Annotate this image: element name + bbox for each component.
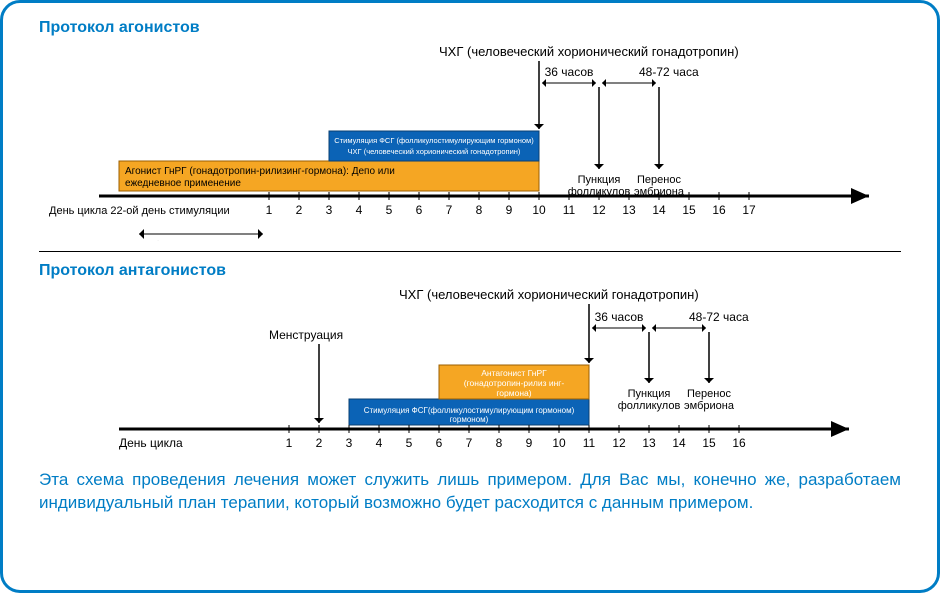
antagonist-day-5: 5 <box>406 436 413 450</box>
agonist-day-15: 15 <box>682 203 696 217</box>
agonist-day-14: 14 <box>652 203 666 217</box>
agonist-day-17: 17 <box>742 203 756 217</box>
agonist-puncture-1: Пункция <box>578 174 621 186</box>
antagonist-day-12: 12 <box>612 436 626 450</box>
agonist-day-2: 2 <box>296 203 303 217</box>
antagonist-day-6: 6 <box>436 436 443 450</box>
agonist-blue-text-2: ЧХГ (человеческий хорионический гонадотр… <box>348 147 521 156</box>
agonist-title: Протокол агонистов <box>39 19 901 37</box>
antagonist-day-8: 8 <box>496 436 503 450</box>
antagonist-day-4: 4 <box>376 436 383 450</box>
agonist-chhg-label: ЧХГ (человеческий хорионический гонадотр… <box>439 44 739 59</box>
agonist-day-7: 7 <box>446 203 453 217</box>
antagonist-day-13: 13 <box>642 436 656 450</box>
antagonist-day-10: 10 <box>552 436 566 450</box>
antagonist-36h: 36 часов <box>595 310 644 324</box>
agonist-day-9: 9 <box>506 203 513 217</box>
agonist-day-1: 1 <box>266 203 273 217</box>
antagonist-day-11: 11 <box>583 436 596 450</box>
agonist-day-8: 8 <box>476 203 483 217</box>
antagonist-day-7: 7 <box>466 436 473 450</box>
agonist-approx14: приблизительно 14 дней <box>132 239 269 241</box>
antagonist-menstruation: Менструация <box>269 328 343 342</box>
antagonist-blue-text: Стимуляция ФСГ(фолликулостимулирующим го… <box>364 406 575 415</box>
svg-text:гормоном): гормоном) <box>450 415 489 424</box>
antagonist-diagram: ЧХГ (человеческий хорионический гонадотр… <box>39 284 899 459</box>
agonist-36h: 36 часов <box>545 65 594 79</box>
antagonist-48-72h: 48-72 часа <box>689 310 749 324</box>
agonist-axis-prefix: День цикла 22-ой день стимуляции <box>49 205 230 217</box>
agonist-axis-arrow <box>851 188 869 204</box>
agonist-day-12: 12 <box>592 203 606 217</box>
agonist-day-11: 11 <box>563 203 576 217</box>
antagonist-puncture-1: Пункция <box>628 388 671 400</box>
agonist-day-6: 6 <box>416 203 423 217</box>
antagonist-day-9: 9 <box>526 436 533 450</box>
agonist-diagram: Агонист ГнРГ (гонадотропин-рилизинг-горм… <box>39 41 899 241</box>
antagonist-orange-text-3: гормона) <box>496 388 531 398</box>
agonist-day-3: 3 <box>326 203 333 217</box>
antagonist-axis-prefix: День цикла <box>119 436 183 450</box>
agonist-day-10: 10 <box>532 203 546 217</box>
agonist-48-72h: 48-72 часа <box>639 65 699 79</box>
antagonist-chhg-label: ЧХГ (человеческий хорионический гонадотр… <box>399 287 699 302</box>
footer-note: Эта схема проведения лечения может служи… <box>39 469 901 515</box>
agonist-day-5: 5 <box>386 203 393 217</box>
antagonist-axis-arrow <box>831 421 849 437</box>
antagonist-puncture-2: фолликулов <box>618 400 681 412</box>
antagonist-title: Протокол антагонистов <box>39 262 901 280</box>
antagonist-day-1: 1 <box>286 436 293 450</box>
agonist-day-4: 4 <box>356 203 363 217</box>
section-divider <box>39 251 901 252</box>
agonist-day-13: 13 <box>622 203 636 217</box>
agonist-orange-text-2: ежедневное применение <box>125 178 241 189</box>
antagonist-transfer-1: Перенос <box>687 388 731 400</box>
antagonist-day-3: 3 <box>346 436 353 450</box>
antagonist-day-15: 15 <box>702 436 716 450</box>
agonist-protocol: Протокол агонистов Агонист ГнРГ (гонадот… <box>39 19 901 241</box>
antagonist-transfer-2: эмбриона <box>684 400 735 412</box>
outer-frame: Протокол агонистов Агонист ГнРГ (гонадот… <box>0 0 940 593</box>
agonist-orange-text-1: Агонист ГнРГ (гонадотропин-рилизинг-горм… <box>125 166 395 177</box>
antagonist-day-2: 2 <box>316 436 323 450</box>
antagonist-orange-text-1: Антагонист ГнРГ <box>481 368 547 378</box>
antagonist-protocol: Протокол антагонистов ЧХГ (человеческий … <box>39 262 901 459</box>
antagonist-day-14: 14 <box>672 436 686 450</box>
agonist-day-16: 16 <box>712 203 726 217</box>
antagonist-day-16: 16 <box>732 436 746 450</box>
agonist-transfer-1: Перенос <box>637 174 681 186</box>
agonist-blue-text-1: Стимуляция ФСГ (фолликулостимулирующим г… <box>334 136 534 145</box>
antagonist-orange-text-2: (гонадотропин-рилиз инг- <box>464 378 565 388</box>
